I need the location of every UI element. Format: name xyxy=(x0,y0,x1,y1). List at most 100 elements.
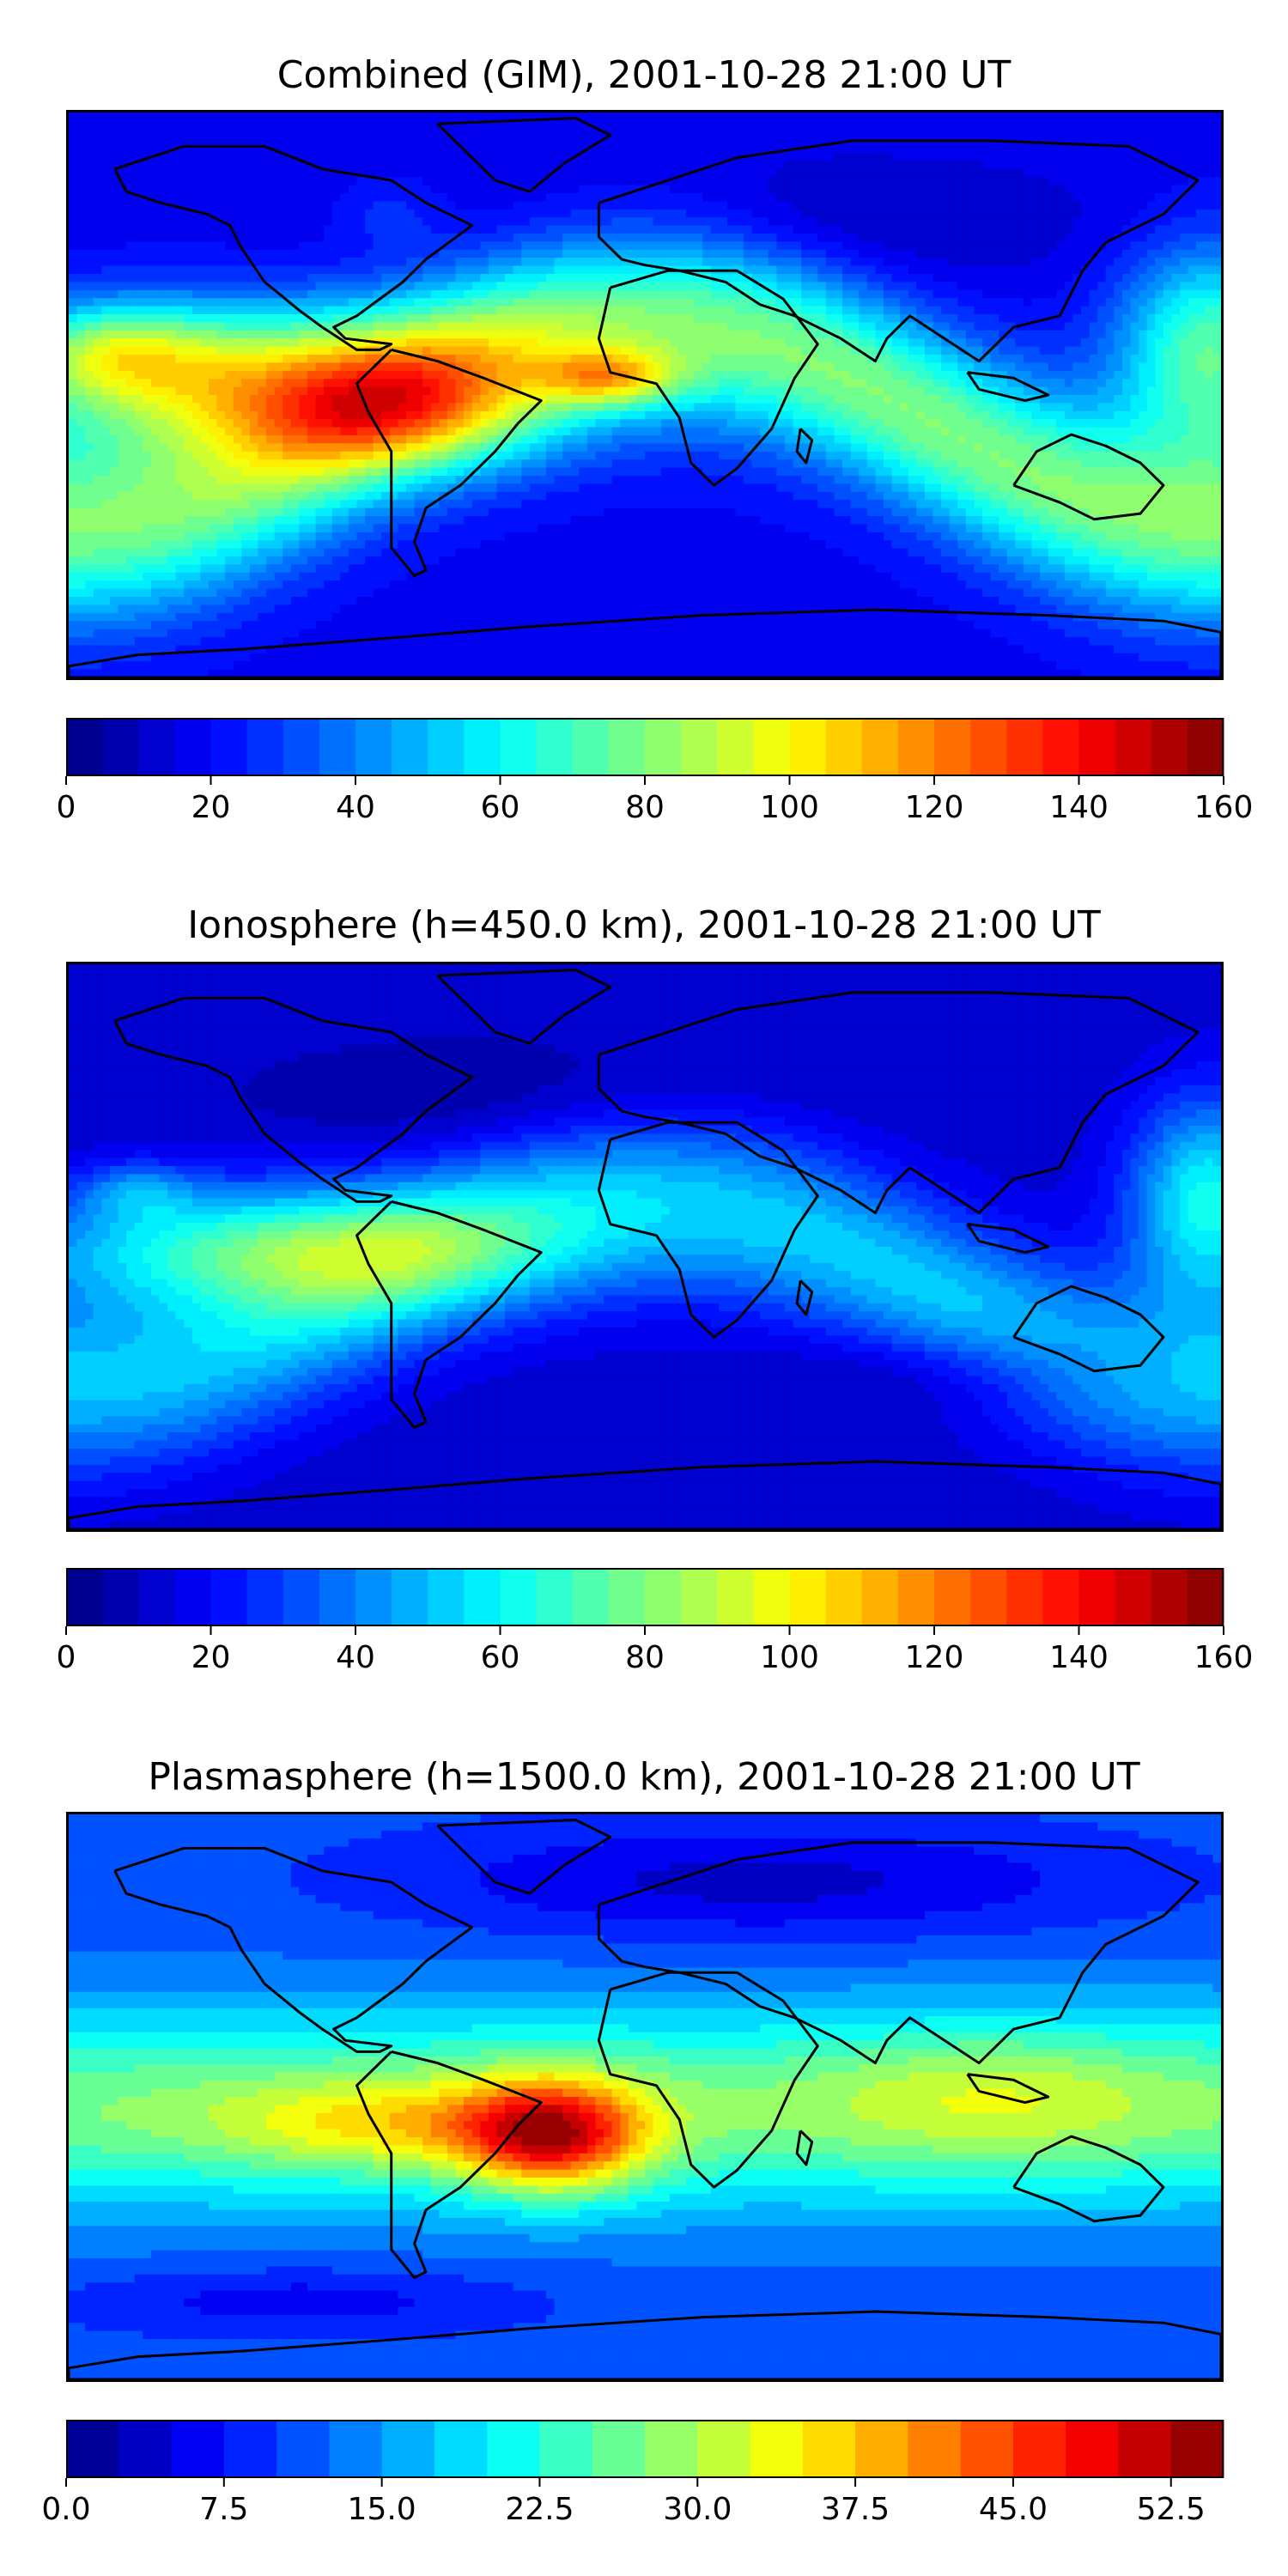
heatmap-cell xyxy=(439,234,448,243)
heatmap-cell xyxy=(513,249,522,258)
heatmap-cell xyxy=(579,112,588,121)
heatmap-cell xyxy=(299,386,308,396)
heatmap-cell xyxy=(710,298,720,307)
heatmap-cell xyxy=(513,258,522,267)
heatmap-cell xyxy=(101,112,111,121)
heatmap-cell xyxy=(85,177,94,186)
heatmap-cell xyxy=(1097,379,1107,388)
heatmap-cell xyxy=(290,338,300,348)
heatmap-cell xyxy=(744,177,753,186)
heatmap-cell xyxy=(784,153,794,162)
heatmap-cell xyxy=(653,330,662,339)
heatmap-cell xyxy=(949,346,958,355)
heatmap-cell xyxy=(957,306,967,315)
heatmap-cell xyxy=(645,313,654,323)
heatmap-cell xyxy=(817,338,827,348)
heatmap-cell xyxy=(447,379,457,388)
heatmap-cell xyxy=(529,112,538,121)
heatmap-cell xyxy=(900,112,909,121)
heatmap-cell xyxy=(1146,313,1156,323)
heatmap-cell xyxy=(538,273,547,283)
heatmap-cell xyxy=(620,128,629,137)
heatmap-cell xyxy=(315,112,325,121)
heatmap-cell xyxy=(809,185,818,194)
heatmap-cell xyxy=(1130,322,1139,331)
heatmap-cell xyxy=(1048,234,1057,243)
heatmap-cell xyxy=(159,258,168,267)
heatmap-cell xyxy=(200,395,210,404)
heatmap-cell xyxy=(439,379,448,388)
heatmap-cell xyxy=(809,161,818,170)
heatmap-cell xyxy=(331,386,341,396)
heatmap-cell xyxy=(1204,177,1214,186)
heatmap-cell xyxy=(208,193,218,203)
heatmap-cell xyxy=(315,161,325,170)
heatmap-cell xyxy=(1212,370,1221,380)
heatmap-cell xyxy=(200,217,210,227)
heatmap-cell xyxy=(628,168,638,178)
heatmap-cell xyxy=(645,370,654,380)
heatmap-cell xyxy=(225,144,234,154)
heatmap-cell xyxy=(249,209,259,218)
heatmap-cell xyxy=(999,241,1008,251)
heatmap-cell xyxy=(866,282,876,291)
heatmap-cell xyxy=(439,201,448,210)
heatmap-cell xyxy=(249,379,259,388)
heatmap-cell xyxy=(751,120,761,130)
heatmap-cell xyxy=(702,128,712,137)
heatmap-cell xyxy=(1015,112,1024,121)
heatmap-cell xyxy=(908,386,917,396)
heatmap-cell xyxy=(85,282,94,291)
heatmap-cell xyxy=(834,168,843,178)
heatmap-cell xyxy=(933,185,942,194)
heatmap-cell xyxy=(1031,249,1041,258)
heatmap-cell xyxy=(933,241,942,251)
heatmap-cell xyxy=(726,177,737,186)
heatmap-cell xyxy=(447,298,457,307)
heatmap-cell xyxy=(1015,177,1024,186)
heatmap-cell xyxy=(93,298,102,307)
heatmap-cell xyxy=(744,338,753,348)
heatmap-cell xyxy=(669,217,678,227)
heatmap-cell xyxy=(1081,322,1091,331)
heatmap-cell xyxy=(389,153,399,162)
heatmap-cell xyxy=(1105,306,1115,315)
heatmap-cell xyxy=(957,338,967,348)
heatmap-cell xyxy=(1056,354,1066,363)
heatmap-cell xyxy=(850,306,860,315)
heatmap-cell xyxy=(784,168,794,178)
heatmap-cell xyxy=(200,137,210,146)
heatmap-cell xyxy=(93,379,102,388)
heatmap-cell xyxy=(414,249,423,258)
heatmap-cell xyxy=(924,273,934,283)
heatmap-cell xyxy=(842,161,852,170)
heatmap-cell xyxy=(875,338,884,348)
heatmap-cell xyxy=(1031,185,1041,194)
heatmap-cell xyxy=(1081,144,1091,154)
heatmap-cell xyxy=(570,217,580,227)
heatmap-cell xyxy=(1188,322,1197,331)
heatmap-cell xyxy=(398,258,407,267)
heatmap-cell xyxy=(744,112,753,121)
heatmap-cell xyxy=(324,168,333,178)
heatmap-cell xyxy=(1072,338,1082,348)
heatmap-cell xyxy=(990,379,999,388)
heatmap-cell xyxy=(900,265,909,275)
heatmap-cell xyxy=(965,322,975,331)
heatmap-cell xyxy=(126,322,136,331)
heatmap-cell xyxy=(233,193,242,203)
heatmap-cell xyxy=(653,338,662,348)
heatmap-cell xyxy=(266,120,276,130)
heatmap-cell xyxy=(1089,379,1098,388)
heatmap-cell xyxy=(941,161,951,170)
heatmap-cell xyxy=(875,234,884,243)
heatmap-cell xyxy=(933,258,942,267)
heatmap-cell xyxy=(1204,144,1214,154)
heatmap-cell xyxy=(825,273,835,283)
heatmap-cell xyxy=(471,273,481,283)
heatmap-cell xyxy=(974,201,983,210)
heatmap-cell xyxy=(266,330,276,339)
heatmap-cell xyxy=(134,362,143,372)
heatmap-cell xyxy=(1015,258,1024,267)
heatmap-cell xyxy=(1163,177,1173,186)
